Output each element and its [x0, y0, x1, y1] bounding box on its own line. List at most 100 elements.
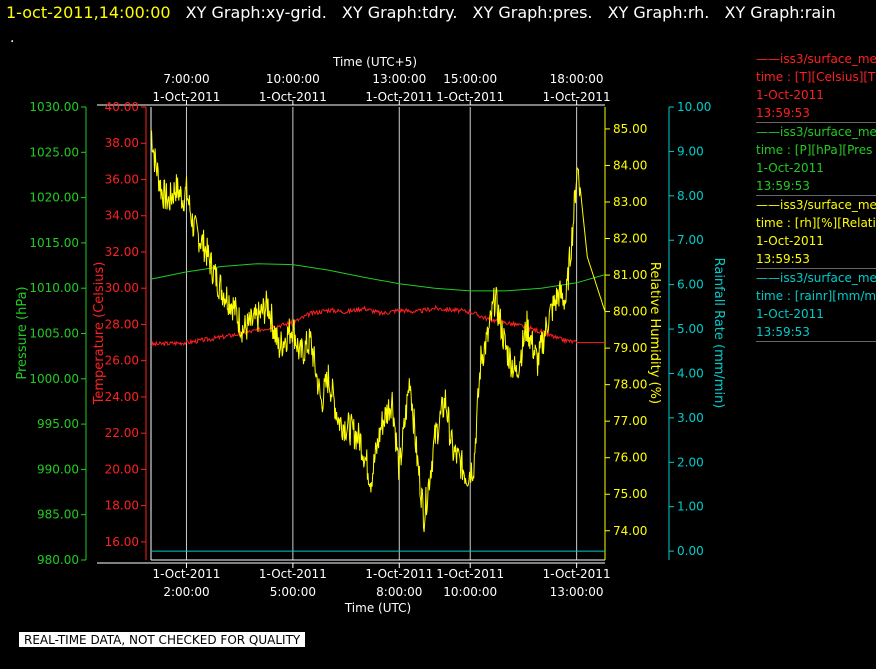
legend-series-name: ——iss3/surface_met	[756, 52, 876, 66]
y-tick-label-pres: 1005.00	[29, 327, 79, 341]
y-tick-label-rh: 83.00	[613, 195, 647, 209]
x-tick-label-time-top: 15:00:00	[443, 72, 497, 86]
legend-series-time: 13:59:53	[756, 325, 810, 339]
legend: ——iss3/surface_met time : [T][Celsius][T…	[756, 50, 876, 342]
x-tick-label-date-top: 1-Oct-2011	[259, 90, 327, 104]
x-tick-label-time: 5:00:00	[270, 585, 316, 599]
y-tick-label-rh: 81.00	[613, 268, 647, 282]
y-tick-label-pres: 985.00	[37, 508, 79, 522]
x-tick-label-date: 1-Oct-2011	[365, 567, 433, 581]
y-tick-label-temp: 28.00	[105, 317, 139, 331]
y-tick-label-rain: 4.00	[677, 366, 704, 380]
y-tick-label-pres: 1015.00	[29, 236, 79, 250]
pressure-series-line	[150, 263, 606, 292]
y-tick-label-pres: 1030.00	[29, 100, 79, 114]
legend-series-time: 13:59:53	[756, 252, 810, 266]
x-tick-label-time: 8:00:00	[376, 585, 422, 599]
legend-series-date: 1-Oct-2011	[756, 161, 824, 175]
x-tick-label-date-top: 1-Oct-2011	[436, 90, 504, 104]
y-tick-label-rain: 10.00	[677, 100, 711, 114]
y-tick-label-pres: 1025.00	[29, 145, 79, 159]
legend-entry-rain[interactable]: ——iss3/surface_met time : [rainr][mm/mi …	[756, 269, 876, 342]
graph-title-xy-grid[interactable]: XY Graph:xy-grid.	[185, 3, 327, 22]
y-tick-label-rain: 8.00	[677, 189, 704, 203]
x-tick-label-date: 1-Oct-2011	[543, 567, 611, 581]
legend-entry-humidity[interactable]: ——iss3/surface_met time : [rh][%][Relati…	[756, 196, 876, 269]
y-tick-label-rh: 76.00	[613, 451, 647, 465]
y-tick-label-temp: 40.00	[105, 100, 139, 114]
x-tick-label-date-top: 1-Oct-2011	[365, 90, 433, 104]
y-tick-label-temp: 22.00	[105, 426, 139, 440]
x-tick-label-time: 13:00:00	[550, 585, 604, 599]
y-tick-label-temp: 16.00	[105, 535, 139, 549]
y-tick-label-pres: 1000.00	[29, 372, 79, 386]
quality-warning-banner: REAL-TIME DATA, NOT CHECKED FOR QUALITY	[19, 632, 306, 647]
legend-series-name: ——iss3/surface_met	[756, 198, 876, 212]
xy-graph[interactable]: 1-Oct-2011 2:00:00 1-Oct-2011 5:00:00 1-Oct-…	[0, 0, 756, 669]
y-tick-label-temp: 18.00	[105, 499, 139, 513]
y-tick-label-rh: 80.00	[613, 305, 647, 319]
y-tick-label-temp: 30.00	[105, 281, 139, 295]
legend-series-time: 13:59:53	[756, 179, 810, 193]
x-tick-label-date: 1-Oct-2011	[153, 567, 221, 581]
x-axis-label-bottom: Time (UTC)	[344, 601, 411, 615]
y-tick-label-rh: 77.00	[613, 414, 647, 428]
y-tick-label-rh: 78.00	[613, 378, 647, 392]
y-tick-label-pres: 1020.00	[29, 191, 79, 205]
y-tick-label-rain: 3.00	[677, 411, 704, 425]
y-tick-label-rh: 84.00	[613, 158, 647, 172]
legend-entry-pressure[interactable]: ——iss3/surface_met time : [P][hPa][Pres …	[756, 123, 876, 196]
y-tick-label-rain: 9.00	[677, 144, 704, 158]
y-tick-label-rh: 74.00	[613, 524, 647, 538]
x-tick-label-time: 2:00:00	[163, 585, 209, 599]
y-tick-label-rain: 6.00	[677, 278, 704, 292]
legend-series-date: 1-Oct-2011	[756, 88, 824, 102]
y-tick-label-rh: 79.00	[613, 341, 647, 355]
legend-series-name: ——iss3/surface_met	[756, 125, 876, 139]
x-tick-label-time-top: 7:00:00	[163, 72, 209, 86]
x-axis-label-top: Time (UTC+5)	[332, 55, 417, 69]
y-tick-label-temp: 34.00	[105, 209, 139, 223]
y-tick-label-rh: 82.00	[613, 232, 647, 246]
y-tick-label-pres: 995.00	[37, 417, 79, 431]
y-tick-label-rain: 7.00	[677, 233, 704, 247]
y-axis-label-pres: Pressure (hPa)	[15, 286, 30, 379]
y-axis-label-rain: Rainfall Rate (mm/min)	[711, 258, 726, 409]
x-tick-label-date-top: 1-Oct-2011	[153, 90, 221, 104]
x-tick-label-time-top: 18:00:00	[550, 72, 604, 86]
y-tick-label-rain: 1.00	[677, 500, 704, 514]
y-tick-label-rain: 0.00	[677, 544, 704, 558]
y-tick-label-rh: 75.00	[613, 487, 647, 501]
y-tick-label-rain: 2.00	[677, 455, 704, 469]
legend-series-field: time : [rainr][mm/mi	[756, 289, 876, 303]
graph-title-tdry[interactable]: XY Graph:tdry.	[341, 3, 458, 22]
y-tick-label-pres: 980.00	[37, 553, 79, 567]
y-tick-label-temp: 38.00	[105, 136, 139, 150]
y-tick-label-temp: 36.00	[105, 172, 139, 186]
y-tick-label-rh: 85.00	[613, 122, 647, 136]
y-tick-label-temp: 32.00	[105, 245, 139, 259]
y-tick-label-pres: 1010.00	[29, 281, 79, 295]
y-tick-label-temp: 26.00	[105, 354, 139, 368]
y-tick-label-pres: 990.00	[37, 462, 79, 476]
graph-title-rh[interactable]: XY Graph:rh.	[607, 3, 710, 22]
humidity-series-line	[150, 129, 606, 533]
y-axis-label-rh: Relative Humidity (%)	[647, 262, 662, 404]
graph-title-rain[interactable]: XY Graph:rain	[724, 3, 836, 22]
x-tick-label-time-top: 10:00:00	[266, 72, 320, 86]
status-dot: .	[10, 30, 15, 46]
graph-title-pres[interactable]: XY Graph:pres.	[472, 3, 593, 22]
legend-entry-temperature[interactable]: ——iss3/surface_met time : [T][Celsius][T…	[756, 50, 876, 123]
legend-series-field: time : [rh][%][Relati	[756, 216, 876, 230]
title-bar: 1-oct-2011,14:00:00 XY Graph:xy-grid. XY…	[6, 3, 836, 22]
x-tick-label-date: 1-Oct-2011	[436, 567, 504, 581]
x-tick-label-date: 1-Oct-2011	[259, 567, 327, 581]
legend-series-field: time : [T][Celsius][T	[756, 70, 876, 84]
y-tick-label-rain: 5.00	[677, 322, 704, 336]
legend-series-date: 1-Oct-2011	[756, 234, 824, 248]
y-tick-label-temp: 20.00	[105, 462, 139, 476]
legend-series-time: 13:59:53	[756, 106, 810, 120]
x-tick-label-time-top: 13:00:00	[372, 72, 426, 86]
y-tick-label-temp: 24.00	[105, 390, 139, 404]
x-tick-label-date-top: 1-Oct-2011	[543, 90, 611, 104]
